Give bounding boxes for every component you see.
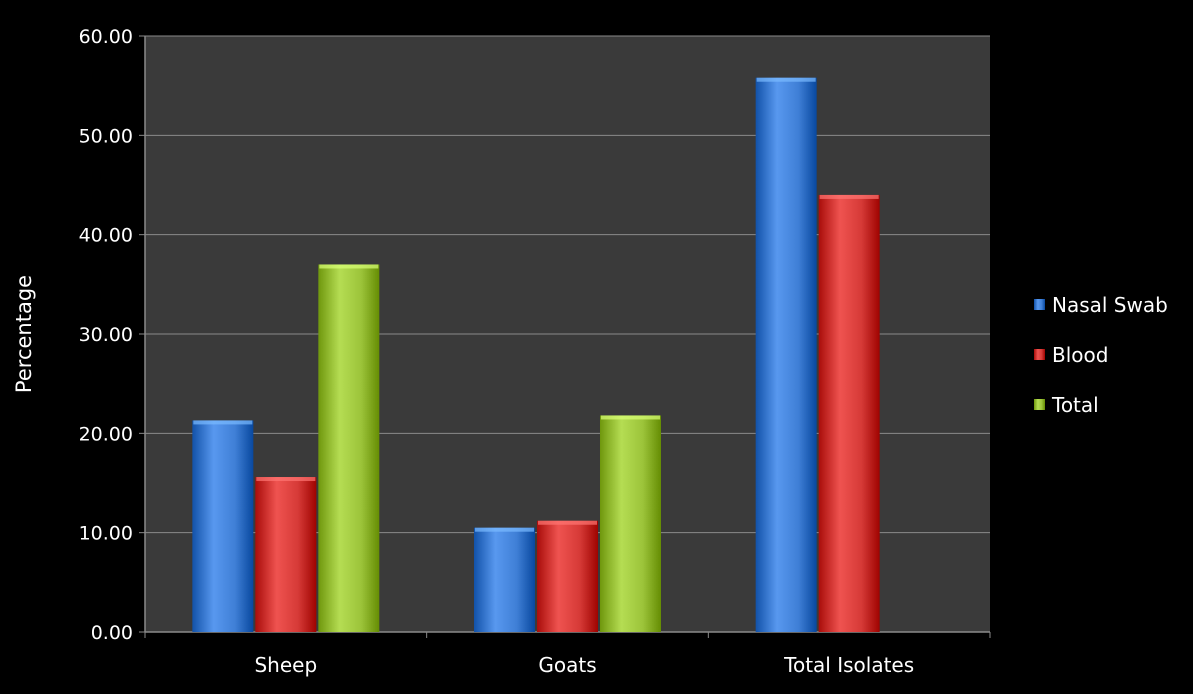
y-axis-title: Percentage — [12, 275, 36, 393]
y-tick-label: 0.00 — [91, 622, 133, 644]
bar-total — [318, 264, 380, 632]
legend-swatch — [1034, 399, 1045, 410]
legend-swatch — [1034, 299, 1045, 310]
y-tick-label: 40.00 — [79, 225, 133, 247]
y-tick-label: 20.00 — [79, 423, 133, 445]
bar-highlight — [601, 415, 660, 420]
bar-blood — [537, 520, 598, 632]
bar-highlight — [819, 194, 879, 199]
bar-nasal-swab — [192, 420, 254, 632]
bars — [192, 77, 880, 633]
legend-label: Blood — [1052, 343, 1108, 367]
y-tick-label: 50.00 — [79, 125, 133, 147]
bar-nasal-swab — [755, 77, 817, 633]
legend: Nasal Swab Blood Total — [1034, 293, 1168, 417]
legend-swatch — [1034, 349, 1045, 360]
x-tick-label: Sheep — [254, 653, 317, 677]
bar-highlight — [256, 477, 316, 482]
x-tick-label: Total Isolates — [783, 653, 914, 677]
y-tick-label: 10.00 — [79, 523, 133, 545]
y-tick-label: 60.00 — [79, 26, 133, 48]
legend-label: Total — [1051, 393, 1099, 417]
bar-blood — [255, 477, 317, 632]
bar-highlight — [193, 420, 253, 425]
y-tick-label: 30.00 — [79, 324, 133, 346]
axis-labels: 0.00 10.00 20.00 30.00 40.00 50.00 60.00 Sheep G… — [12, 26, 914, 677]
legend-label: Nasal Swab — [1052, 293, 1168, 317]
bar-highlight — [319, 264, 379, 269]
bar-total — [600, 415, 661, 632]
bar-highlight — [475, 527, 534, 532]
bar-highlight — [756, 77, 816, 82]
bar-nasal-swab — [474, 527, 535, 632]
x-tick-label: Goats — [538, 653, 596, 677]
bar-highlight — [538, 520, 597, 525]
bar-blood — [818, 194, 880, 632]
